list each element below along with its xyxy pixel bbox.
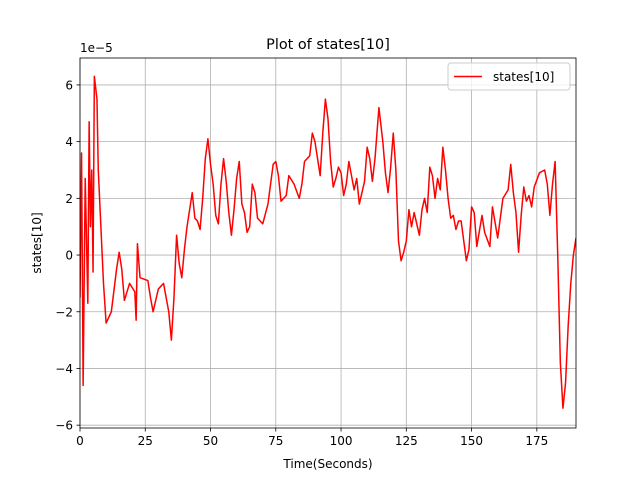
y-tick-label: 6 <box>65 78 73 92</box>
x-tick-label: 175 <box>525 434 548 448</box>
x-tick-label: 50 <box>203 434 218 448</box>
y-tick-label: −6 <box>55 419 73 433</box>
y-tick-label: −4 <box>55 362 73 376</box>
legend-box <box>447 62 571 91</box>
x-tick-label: 125 <box>395 434 418 448</box>
x-axis-label: Time(Seconds) <box>282 457 372 471</box>
x-tick-label: 100 <box>330 434 353 448</box>
legend-label: states[10] <box>493 70 554 84</box>
y-tick-label: 4 <box>65 135 73 149</box>
x-tick-label: 150 <box>460 434 483 448</box>
y-tick-label: 2 <box>65 192 73 206</box>
chart-title: Plot of states[10] <box>266 37 390 53</box>
plot-frame <box>79 57 577 429</box>
y-axis-label: states[10] <box>30 212 44 273</box>
x-tick-label: 75 <box>268 434 283 448</box>
y-tick-label: −2 <box>55 305 73 319</box>
x-tick-label: 25 <box>138 434 153 448</box>
data-line <box>80 75 576 409</box>
offset-text: 1e−5 <box>80 41 113 55</box>
y-tick-label: 0 <box>65 249 73 263</box>
x-tick-label: 0 <box>76 434 84 448</box>
